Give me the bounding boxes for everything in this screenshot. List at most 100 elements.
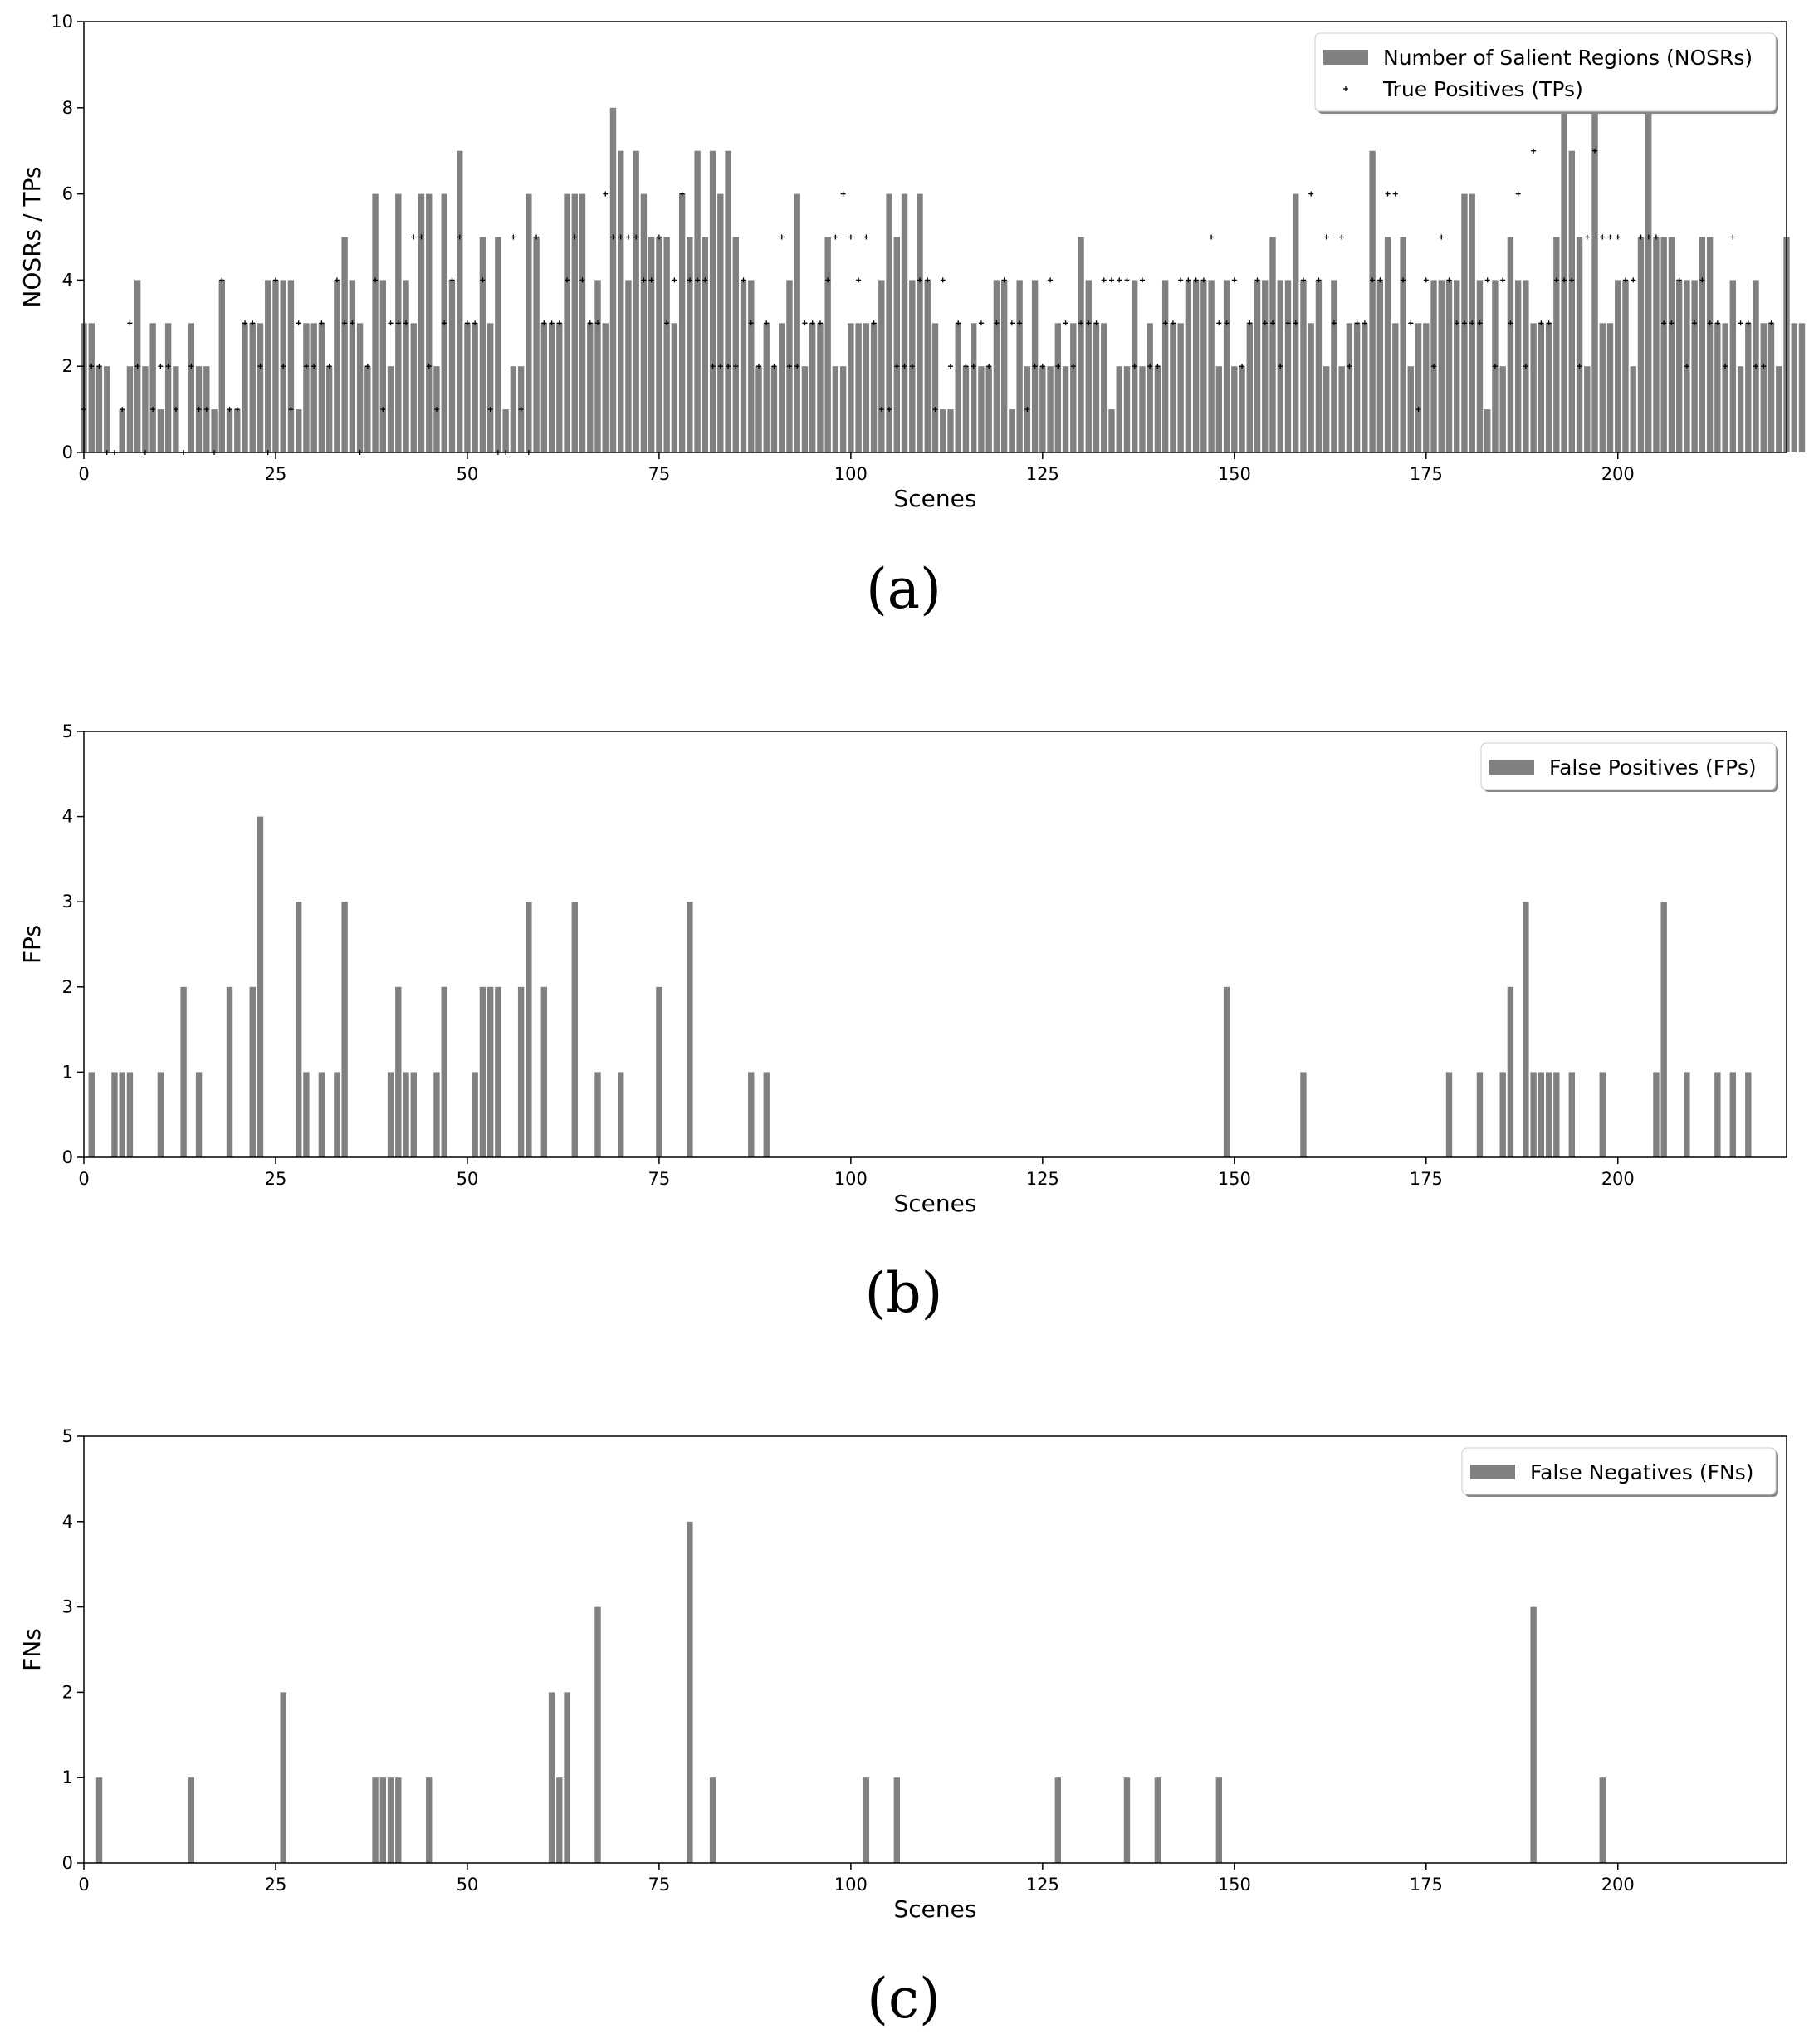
- panel-c: 0 25 50 75 100 125 150 175 200 0 1 2 3 4 5 Scenes FNs Fal…: [0, 1428, 1809, 2044]
- x-tick-label: 125: [1026, 464, 1059, 484]
- y-tick-label: 10: [51, 12, 73, 32]
- legend-box: [1314, 32, 1777, 112]
- bar: [540, 323, 548, 452]
- bar: [1653, 237, 1660, 452]
- legend-entry: False Positives (FPs): [1549, 755, 1757, 780]
- bar: [195, 1072, 203, 1157]
- tp-marker: [817, 320, 823, 326]
- tp-marker: [1423, 277, 1429, 283]
- bar: [1722, 323, 1728, 452]
- tp-marker: [687, 277, 692, 283]
- chart-c: 0 25 50 75 100 125 150 175 200 0 1 2 3 4 5 Scenes FNs Fal…: [18, 1428, 1787, 2031]
- tp-marker: [726, 364, 731, 369]
- bar: [1147, 323, 1153, 452]
- tp-marker: [1063, 320, 1068, 326]
- tp-marker: [364, 364, 370, 369]
- tp-marker: [1101, 277, 1107, 283]
- bar: [1499, 1072, 1506, 1157]
- bar: [763, 323, 770, 452]
- bar: [472, 1072, 478, 1157]
- bar: [1231, 366, 1238, 452]
- tp-marker: [1293, 320, 1298, 326]
- tp-marker: [756, 364, 762, 369]
- bar: [157, 409, 164, 452]
- x-tick-label: 50: [457, 1875, 479, 1895]
- tp-marker: [710, 364, 716, 369]
- bar: [1545, 1072, 1552, 1157]
- bar: [495, 986, 501, 1157]
- bar: [594, 1072, 601, 1157]
- bar: [678, 193, 686, 452]
- bar: [1407, 366, 1414, 452]
- bar: [334, 280, 340, 452]
- bar: [801, 366, 809, 452]
- tp-marker: [1132, 364, 1137, 369]
- bar: [249, 323, 256, 452]
- tp-marker: [717, 364, 723, 369]
- bar: [126, 1072, 134, 1157]
- bar: [1062, 366, 1069, 452]
- bar: [126, 366, 134, 452]
- y-tick-label: 8: [62, 98, 73, 118]
- tp-marker: [1385, 191, 1391, 197]
- tp-marker: [326, 364, 332, 369]
- bar: [418, 193, 425, 452]
- bar: [1300, 280, 1307, 452]
- bar: [1254, 280, 1261, 452]
- tp-marker: [618, 234, 623, 240]
- bar: [1123, 1777, 1131, 1863]
- tp-marker: [1009, 320, 1015, 326]
- bar: [349, 280, 356, 452]
- bar: [855, 323, 862, 452]
- x-tick-label: 0: [78, 1875, 89, 1895]
- bar: [464, 323, 471, 452]
- bar: [318, 1072, 325, 1157]
- tp-marker: [1408, 320, 1414, 326]
- tp-marker: [748, 320, 754, 326]
- tp-marker: [587, 320, 593, 326]
- bar: [1660, 237, 1667, 452]
- tp-marker: [963, 364, 969, 369]
- tp-marker: [334, 277, 340, 283]
- tp-marker: [227, 407, 232, 413]
- tp-marker: [1178, 277, 1184, 283]
- tp-marker: [1584, 234, 1590, 240]
- tp-marker: [464, 320, 470, 326]
- bar: [770, 366, 778, 452]
- y-tick-label: 4: [62, 807, 73, 827]
- tp-marker: [1216, 320, 1222, 326]
- bar: [448, 280, 456, 452]
- bar: [1239, 366, 1245, 452]
- tp-marker: [809, 320, 815, 326]
- bar: [1507, 237, 1514, 452]
- bar: [1576, 237, 1583, 452]
- tp-marker: [1262, 320, 1268, 326]
- bar-series: [95, 1521, 1606, 1863]
- bar: [218, 280, 225, 452]
- tp-marker: [1039, 364, 1045, 369]
- tp-marker: [1592, 148, 1598, 154]
- tp-marker: [1170, 320, 1176, 326]
- bar: [95, 1777, 103, 1863]
- bar: [602, 323, 609, 452]
- tp-marker: [150, 407, 156, 413]
- tp-marker: [1086, 320, 1092, 326]
- bar: [755, 366, 762, 452]
- tp-marker: [1761, 364, 1767, 369]
- tp-marker: [1523, 364, 1528, 369]
- tp-marker: [1508, 320, 1513, 326]
- bar: [188, 323, 195, 452]
- bar: [1177, 323, 1184, 452]
- bar: [457, 150, 463, 452]
- bar: [257, 323, 264, 452]
- bar: [1599, 323, 1606, 452]
- tp-marker: [802, 320, 808, 326]
- x-tick-label: 25: [265, 1169, 287, 1189]
- tp-marker: [511, 234, 516, 240]
- tp-marker: [648, 277, 654, 283]
- bar: [656, 986, 662, 1157]
- bar: [1215, 1777, 1223, 1863]
- tp-marker: [1278, 364, 1283, 369]
- bar: [1101, 323, 1107, 452]
- tp-marker: [741, 277, 746, 283]
